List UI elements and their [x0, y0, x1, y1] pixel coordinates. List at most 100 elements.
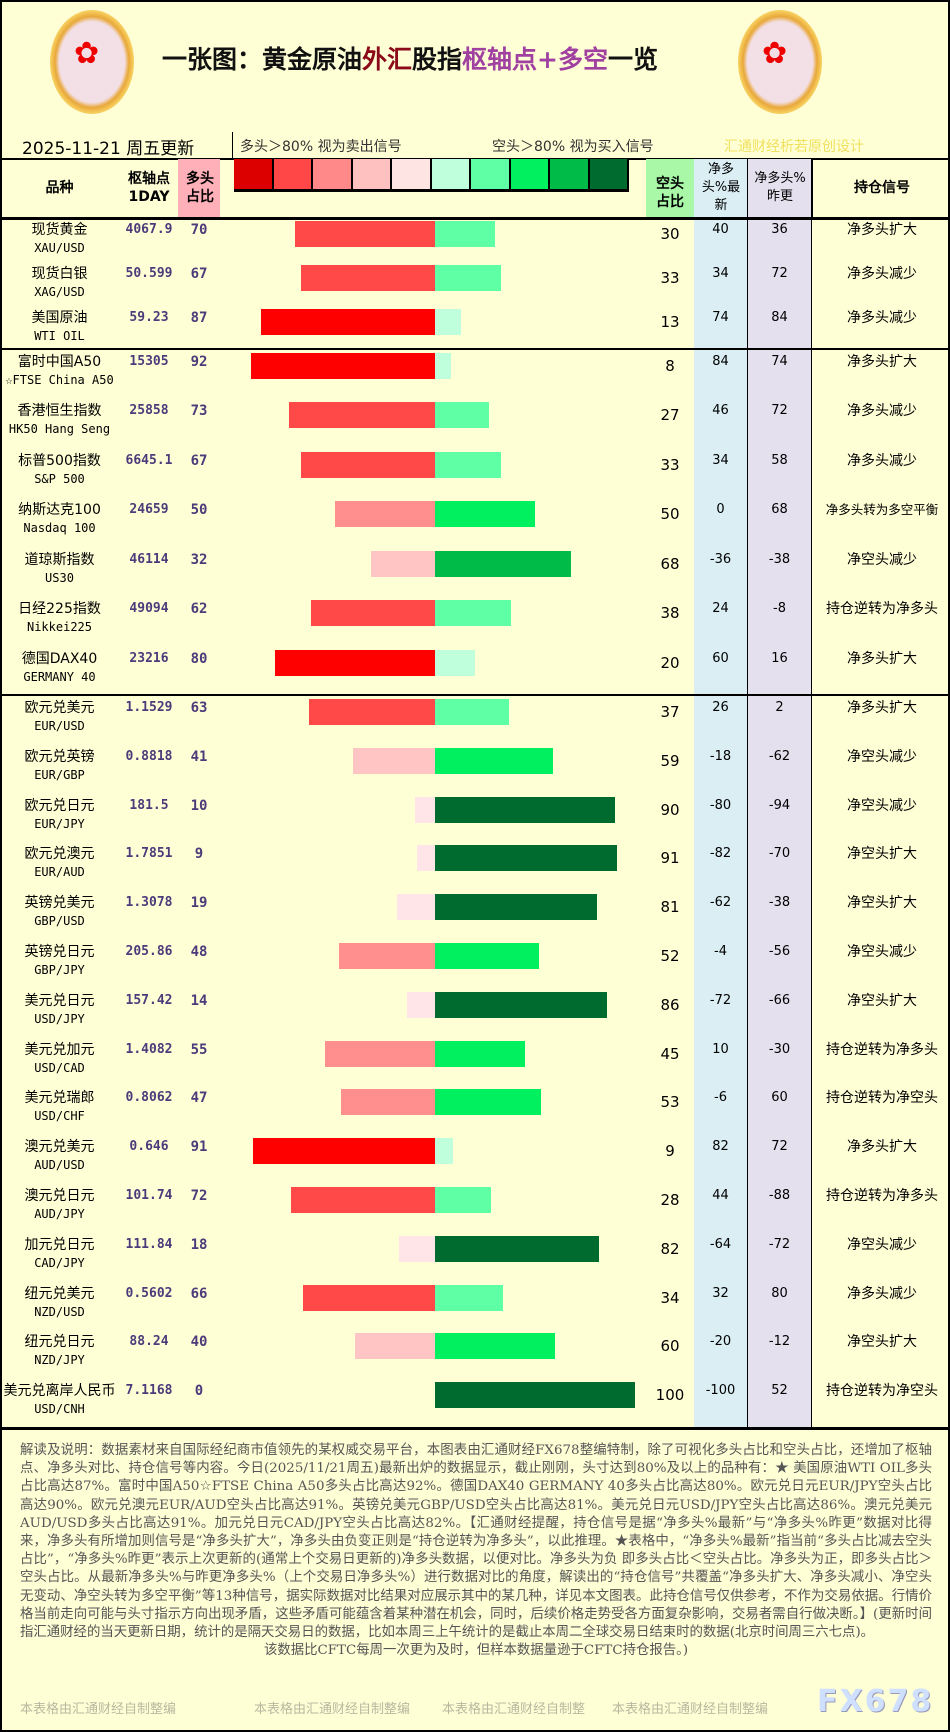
long-ratio: 92 [190, 354, 208, 370]
instrument-name: 纽元兑日元 NZD/JPY [24, 1334, 95, 1368]
watermark: 本表格由汇通财经自制整编 [254, 1702, 411, 1717]
position-signal: 净空头减少 [847, 551, 917, 568]
position-signal: 净多头减少 [847, 403, 917, 420]
long-ratio: 10 [190, 797, 208, 814]
pivot-value: 0.646 [129, 1139, 169, 1155]
long-bar [397, 894, 435, 921]
long-ratio: 19 [190, 895, 208, 912]
instrument-name: 欧元兑日元 EUR/JPY [24, 797, 95, 831]
short-ratio: 33 [660, 269, 680, 287]
position-signal: 净空头扩大 [847, 846, 917, 863]
net-long-latest: 46 [712, 403, 729, 419]
long-bar [301, 265, 435, 291]
short-ratio: 81 [660, 898, 680, 917]
long-bar [253, 1138, 435, 1165]
net-latest-column-bg [694, 159, 747, 1427]
net-long-prev: -12 [768, 1334, 791, 1350]
pivot-value: 101.74 [125, 1188, 173, 1203]
long-ratio: 47 [190, 1090, 208, 1107]
net-prev-column-bg [747, 159, 812, 1427]
table-row: 纽元兑美元 NZD/USD 0.5602 66 34 32 80 净多头减少 [2, 1284, 950, 1330]
watermark: 本表格由汇通财经自制整编 [612, 1702, 769, 1717]
position-signal: 净多头扩大 [847, 1139, 917, 1156]
col-header-name: 品种 [45, 180, 74, 196]
long-bar [309, 699, 435, 725]
instrument-name: 澳元兑美元 AUD/USD [24, 1139, 95, 1173]
short-ratio: 60 [660, 1337, 680, 1356]
table-row: 英镑兑美元 GBP/USD 1.3078 19 81 -62 -38 净空头扩大 [2, 894, 950, 939]
long-bar [355, 1333, 435, 1360]
table-row: 欧元兑美元 EUR/USD 1.1529 63 37 26 2 净多头扩大 [2, 699, 950, 744]
pivot-value: 1.3078 [125, 895, 173, 911]
long-column-bg [178, 159, 220, 217]
pivot-value: 59.23 [129, 310, 169, 325]
divider [2, 694, 950, 696]
position-signal: 净空头减少 [847, 944, 917, 960]
net-long-latest: -64 [709, 1236, 732, 1252]
legend-swatch [589, 159, 629, 189]
long-ratio: 62 [190, 601, 208, 618]
long-ratio: 55 [190, 1041, 208, 1058]
short-ratio: 52 [660, 947, 680, 965]
legend-swatch [234, 159, 274, 189]
table-row: 纳斯达克100 Nasdaq 100 24659 50 50 0 68 净多头转为… [2, 501, 950, 546]
short-bar [435, 796, 615, 823]
short-ratio: 59 [660, 751, 680, 770]
instrument-name: 纳斯达克100 Nasdaq 100 [18, 502, 101, 536]
short-ratio: 45 [660, 1044, 680, 1063]
pivot-value: 25858 [129, 403, 169, 419]
long-bar [289, 402, 435, 429]
position-signal: 净多头扩大 [847, 650, 917, 667]
long-bar [339, 943, 435, 969]
long-bar [295, 221, 435, 247]
pivot-value: 0.8818 [125, 748, 173, 764]
pivot-value: 111.84 [125, 1236, 173, 1252]
short-bar [435, 991, 607, 1018]
legend-swatch [352, 159, 392, 189]
net-long-prev: 74 [771, 354, 788, 369]
divider [232, 132, 233, 159]
short-bar [435, 501, 535, 528]
instrument-name: 纽元兑美元 NZD/USD [24, 1285, 95, 1319]
net-long-prev: 84 [771, 310, 788, 325]
short-ratio: 28 [660, 1191, 680, 1209]
instrument-name: 香港恒生指数 HK50 Hang Seng [8, 403, 111, 437]
long-bar [251, 353, 435, 379]
position-signal: 净多头减少 [847, 452, 917, 469]
net-long-prev: -66 [768, 992, 791, 1008]
col-header-short: 空头占比 [656, 176, 684, 210]
long-ratio: 67 [190, 452, 208, 469]
net-long-prev: -8 [773, 601, 786, 617]
position-signal: 持仓逆转为净多头 [826, 1041, 938, 1058]
net-long-prev: 60 [771, 1090, 788, 1106]
table-row: 日经225指数 Nikkei225 49094 62 38 24 -8 持仓逆转为… [2, 600, 950, 645]
instrument-name: 英镑兑美元 GBP/USD [24, 895, 95, 929]
legend-swatch [510, 159, 550, 189]
pivot-value: 1.4082 [125, 1041, 173, 1057]
short-signal-hint: 空头＞80% 视为买入信号 [492, 139, 654, 155]
table-row: 英镑兑日元 GBP/JPY 205.86 48 52 -4 -56 净空头减少 [2, 943, 950, 988]
short-ratio: 13 [660, 313, 680, 331]
table-row: 欧元兑澳元 EUR/AUD 1.7851 9 91 -82 -70 净空头扩大 [2, 845, 950, 890]
instrument-name: 欧元兑美元 EUR/USD [24, 700, 95, 733]
position-signal: 净空头减少 [847, 1236, 917, 1253]
short-ratio: 38 [660, 604, 680, 623]
net-long-prev: 72 [771, 266, 788, 281]
col-header-pivot: 枢轴点 1DAY [128, 171, 170, 205]
short-ratio: 53 [660, 1093, 680, 1112]
short-ratio: 100 [655, 1386, 685, 1405]
table-row: 美元兑离岸人民币 USD/CNH 7.1168 0 100 -100 52 持仓逆… [2, 1382, 950, 1427]
pivot-value: 1.1529 [125, 700, 173, 715]
watermark: 本表格由汇通财经自制整 [442, 1702, 586, 1717]
position-signal: 持仓逆转为净空头 [826, 1383, 938, 1400]
short-ratio: 86 [660, 995, 680, 1014]
long-ratio: 91 [190, 1139, 208, 1156]
long-ratio: 73 [190, 403, 208, 420]
legend-swatch [273, 159, 313, 189]
net-long-latest: 44 [712, 1188, 729, 1203]
net-long-latest: -36 [709, 551, 732, 567]
short-bar [435, 747, 553, 774]
long-bar [341, 1089, 435, 1116]
net-long-latest: -80 [709, 797, 732, 813]
instrument-name: 道琼斯指数 US30 [24, 551, 95, 585]
